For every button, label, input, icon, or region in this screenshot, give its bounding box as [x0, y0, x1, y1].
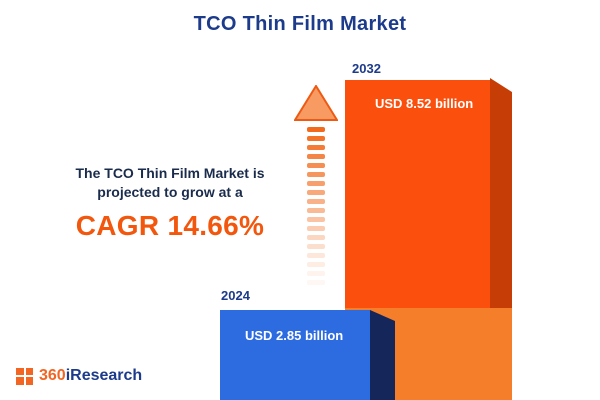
annotation-line-2: projected to grow at a: [97, 183, 243, 200]
brand-logo: 360iResearch: [16, 367, 142, 385]
bar-2032-front: [345, 80, 490, 312]
cagr-value: CAGR 14.66%: [75, 209, 265, 241]
annotation-block: The TCO Thin Film Market is projected to…: [38, 164, 302, 242]
bar-2024-year-label: 2024: [221, 288, 250, 303]
logo-text-suffix: iResearch: [65, 367, 143, 384]
bar-2032-side: [490, 78, 512, 312]
bar-2032-year-label: 2032: [352, 61, 381, 76]
annotation-line-1: The TCO Thin Film Market is: [75, 165, 265, 181]
bar-2024-side: [370, 310, 395, 400]
logo-squares-icon: [16, 367, 33, 385]
page-title: TCO Thin Film Market: [193, 13, 407, 35]
bar-2024-front: [220, 310, 370, 400]
growth-arrow-icon: [294, 85, 338, 285]
bar-2032-value-label: USD 8.52 billion: [375, 96, 474, 111]
bar-2024-value-label: USD 2.85 billion: [245, 328, 344, 343]
logo-text: 360iResearch: [39, 367, 142, 385]
logo-text-prefix: 360: [39, 367, 66, 384]
